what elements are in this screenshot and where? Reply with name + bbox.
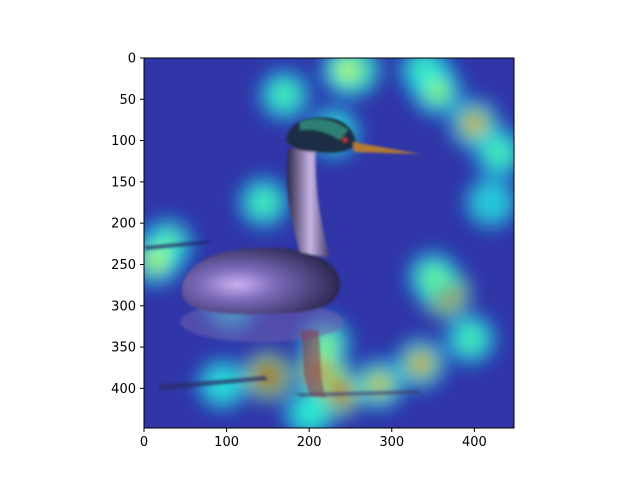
y-tick-label: 350 bbox=[111, 341, 136, 356]
x-tick-label: 0 bbox=[140, 435, 148, 450]
heat-spot-23-ring-2 bbox=[480, 192, 501, 213]
heat-spot-19-ring-2 bbox=[369, 374, 390, 395]
y-tick-label: 200 bbox=[111, 217, 136, 232]
heat-spot-8-ring-2 bbox=[253, 192, 274, 213]
y-tick-label: 250 bbox=[111, 258, 136, 273]
heat-spot-5-ring-2 bbox=[464, 114, 485, 135]
x-tick-label: 300 bbox=[379, 435, 404, 450]
y-tick-label: 0 bbox=[128, 52, 136, 67]
x-axis: 0 100 200 300 400 bbox=[140, 428, 487, 450]
y-tick-label: 150 bbox=[111, 175, 136, 190]
heat-spot-15-ring-2 bbox=[257, 365, 278, 386]
x-tick-label: 100 bbox=[214, 435, 239, 450]
heat-spot-6-ring-2 bbox=[489, 142, 510, 163]
y-tick-label: 400 bbox=[111, 382, 136, 397]
y-axis: 0 50 100 150 200 250 300 350 400 bbox=[111, 52, 144, 397]
heat-spot-13-ring-2 bbox=[460, 328, 481, 349]
heat-spot-20-ring-2 bbox=[299, 403, 320, 424]
heat-spot-3-ring-2 bbox=[274, 85, 295, 106]
heat-spot-12-ring-2 bbox=[423, 266, 444, 287]
x-tick-label: 200 bbox=[297, 435, 322, 450]
heat-spot-10-ring-2 bbox=[146, 250, 167, 271]
y-tick-label: 300 bbox=[111, 299, 136, 314]
bird-illustration bbox=[144, 117, 420, 398]
heat-spot-18-ring-2 bbox=[410, 353, 431, 374]
x-tick-label: 400 bbox=[462, 435, 487, 450]
heat-spot-2-ring-2 bbox=[336, 60, 357, 81]
y-tick-label: 50 bbox=[119, 93, 136, 108]
heat-spot-4-ring-2 bbox=[427, 81, 448, 102]
plot-frame bbox=[143, 57, 515, 429]
y-tick-label: 100 bbox=[111, 134, 136, 149]
